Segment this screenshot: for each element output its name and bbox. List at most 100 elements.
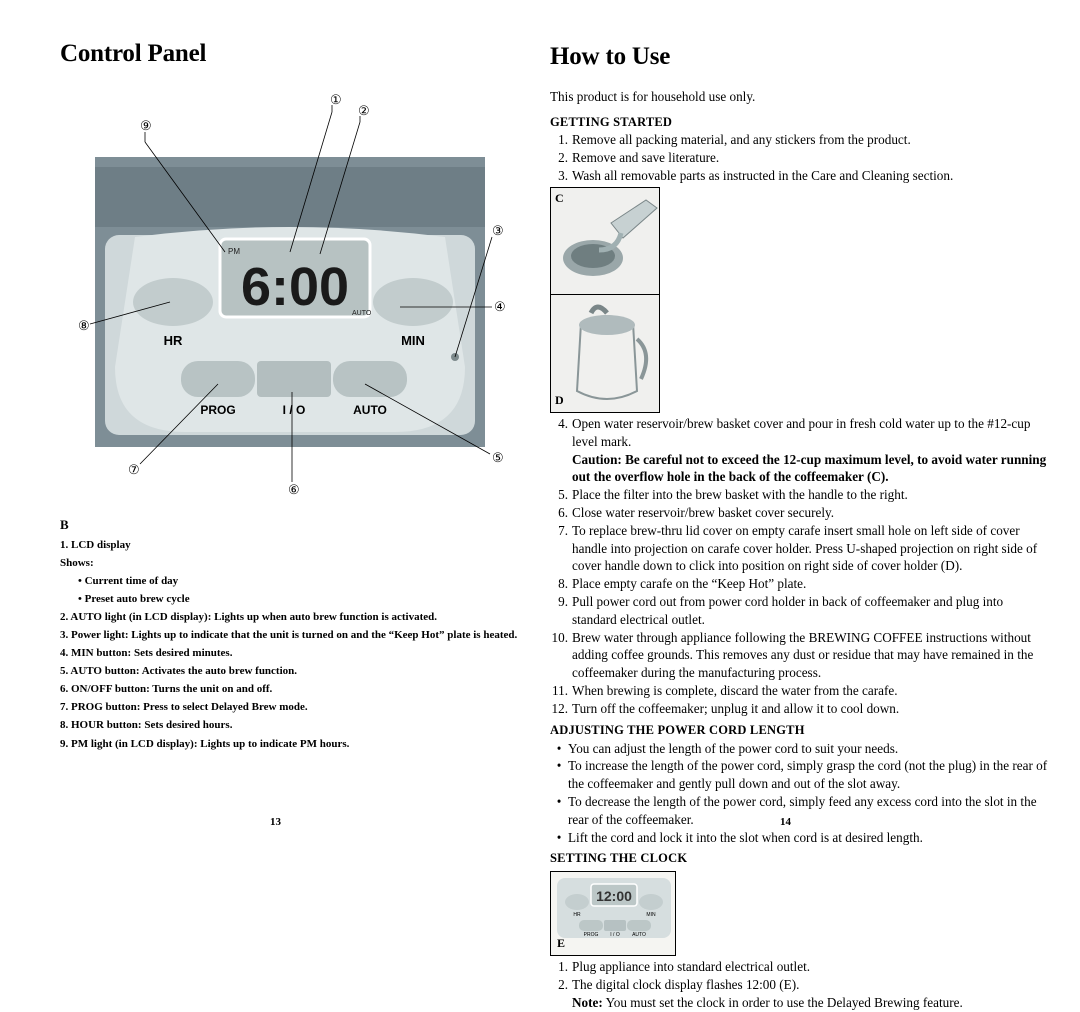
svg-text:I / O: I / O bbox=[610, 932, 620, 938]
callout-1: ① bbox=[330, 92, 342, 107]
step-num: 2. bbox=[550, 149, 572, 167]
getting-started-head: GETTING STARTED bbox=[550, 114, 1050, 131]
how-to-use-title: How to Use bbox=[550, 40, 1050, 74]
step-text: The digital clock display flashes 12:00 … bbox=[572, 976, 1050, 994]
legend-item: 5. AUTO button: Activates the auto brew … bbox=[60, 663, 520, 680]
step-text: Turn off the coffeemaker; unplug it and … bbox=[572, 700, 1050, 718]
steps-1-3: 1.Remove all packing material, and any s… bbox=[550, 131, 1050, 184]
step-text: Wash all removable parts as instructed i… bbox=[572, 167, 1050, 185]
step-num: 7. bbox=[550, 522, 572, 540]
fig-c-svg bbox=[551, 188, 661, 296]
callout-6: ⑥ bbox=[288, 482, 300, 497]
figure-label-d: D bbox=[555, 392, 564, 408]
legend-item: 2. AUTO light (in LCD display): Lights u… bbox=[60, 609, 520, 626]
figure-label-c: C bbox=[555, 190, 564, 206]
step-text: To replace brew-thru lid cover on empty … bbox=[572, 522, 1050, 575]
legend-sub: • Preset auto brew cycle bbox=[60, 591, 520, 608]
step-num: 1. bbox=[550, 131, 572, 149]
page-number-left: 13 bbox=[270, 816, 281, 828]
auto-light: AUTO bbox=[352, 310, 372, 317]
control-panel-title: Control Panel bbox=[60, 40, 520, 68]
fig-e-svg: 12:00 HR MIN PROG I / O AUTO bbox=[551, 872, 677, 957]
step-text: When brewing is complete, discard the wa… bbox=[572, 682, 1050, 700]
step-note: Note: You must set the clock in order to… bbox=[572, 994, 1050, 1012]
step-num: 12. bbox=[550, 700, 572, 718]
svg-text:PROG: PROG bbox=[200, 403, 235, 417]
svg-text:MIN: MIN bbox=[646, 912, 656, 918]
lcd-time: 6:00 bbox=[241, 257, 349, 317]
right-column: How to Use This product is for household… bbox=[550, 40, 1050, 826]
step-num: 4. bbox=[550, 415, 572, 433]
bullet-icon: • bbox=[550, 740, 568, 758]
step-num: 11. bbox=[550, 682, 572, 700]
step-num: 6. bbox=[550, 504, 572, 522]
power-cord-head: ADJUSTING THE POWER CORD LENGTH bbox=[550, 722, 1050, 739]
callout-4: ④ bbox=[494, 299, 506, 314]
panel-svg: PM 6:00 AUTO HR MIN PROG I / O AUTO bbox=[60, 82, 520, 502]
fig-e-time: 12:00 bbox=[596, 888, 632, 904]
step-num: 9. bbox=[550, 593, 572, 611]
step-text: Remove and save literature. bbox=[572, 149, 1050, 167]
left-column: Control Panel PM 6:00 AUTO bbox=[60, 40, 520, 826]
svg-text:AUTO: AUTO bbox=[353, 403, 387, 417]
svg-text:HR: HR bbox=[164, 333, 183, 348]
legend-item: 1. LCD display bbox=[60, 537, 520, 554]
step-num: 1. bbox=[550, 958, 572, 976]
figure-label-b: B bbox=[60, 517, 69, 533]
legend-item: 3. Power light: Lights up to indicate th… bbox=[60, 627, 520, 644]
legend-item: 9. PM light (in LCD display): Lights up … bbox=[60, 736, 520, 753]
power-cord-bullets: •You can adjust the length of the power … bbox=[550, 740, 1050, 847]
control-panel-figure: PM 6:00 AUTO HR MIN PROG I / O AUTO bbox=[60, 82, 520, 502]
step-text: Pull power cord out from power cord hold… bbox=[572, 593, 1050, 629]
pm-light: PM bbox=[228, 247, 240, 256]
legend-list: 1. LCD display Shows: • Current time of … bbox=[60, 537, 520, 754]
steps-9-12: 9.Pull power cord out from power cord ho… bbox=[550, 593, 1050, 718]
callout-9: ⑨ bbox=[140, 118, 152, 133]
figure-e: 12:00 HR MIN PROG I / O AUTO E bbox=[550, 871, 1042, 956]
legend-item: 6. ON/OFF button: Turns the unit on and … bbox=[60, 681, 520, 698]
clock-steps: 1.Plug appliance into standard electrica… bbox=[550, 958, 1050, 1011]
step-text: Plug appliance into standard electrical … bbox=[572, 958, 1050, 976]
bullet-icon: • bbox=[550, 793, 568, 829]
figure-c-d: C D bbox=[550, 187, 1042, 413]
step-num: 3. bbox=[550, 167, 572, 185]
bullet-text: To decrease the length of the power cord… bbox=[568, 793, 1050, 829]
svg-text:MIN: MIN bbox=[401, 333, 425, 348]
legend-sub: • Current time of day bbox=[60, 573, 520, 590]
callout-5: ⑤ bbox=[492, 450, 504, 465]
step-num: 5. bbox=[550, 486, 572, 504]
svg-text:I / O: I / O bbox=[283, 403, 306, 417]
callout-8: ⑧ bbox=[78, 318, 90, 333]
bullet-text: You can adjust the length of the power c… bbox=[568, 740, 1050, 758]
step-num: 2. bbox=[550, 976, 572, 994]
callout-3: ③ bbox=[492, 223, 504, 238]
figure-label-e: E bbox=[557, 935, 565, 951]
step-text: Open water reservoir/brew basket cover a… bbox=[572, 415, 1050, 451]
svg-text:AUTO: AUTO bbox=[632, 932, 646, 938]
step-text: Brew water through appliance following t… bbox=[572, 629, 1050, 682]
legend-shows: Shows: bbox=[60, 555, 520, 572]
setting-clock-head: SETTING THE CLOCK bbox=[550, 850, 1050, 867]
step-caution: Caution: Be careful not to exceed the 12… bbox=[572, 451, 1050, 487]
callout-7: ⑦ bbox=[128, 462, 140, 477]
bullet-icon: • bbox=[550, 757, 568, 793]
callout-2: ② bbox=[358, 103, 370, 118]
fig-d-svg bbox=[551, 295, 661, 413]
page-number-right: 14 bbox=[780, 816, 791, 828]
bullet-text: Lift the cord and lock it into the slot … bbox=[568, 829, 1050, 847]
bullet-icon: • bbox=[550, 829, 568, 847]
page-container: Control Panel PM 6:00 AUTO bbox=[0, 0, 1080, 846]
step-text: Place empty carafe on the “Keep Hot” pla… bbox=[572, 575, 1050, 593]
intro-text: This product is for household use only. bbox=[550, 88, 1050, 106]
legend-item: 4. MIN button: Sets desired minutes. bbox=[60, 645, 520, 662]
legend-item: 8. HOUR button: Sets desired hours. bbox=[60, 717, 520, 734]
step-text: Place the filter into the brew basket wi… bbox=[572, 486, 1050, 504]
svg-text:PROG: PROG bbox=[584, 932, 599, 938]
steps-4-8: 4.Open water reservoir/brew basket cover… bbox=[550, 415, 1050, 593]
bullet-text: To increase the length of the power cord… bbox=[568, 757, 1050, 793]
svg-text:HR: HR bbox=[573, 912, 581, 918]
step-num: 8. bbox=[550, 575, 572, 593]
step-num: 10. bbox=[550, 629, 572, 647]
step-text: Close water reservoir/brew basket cover … bbox=[572, 504, 1050, 522]
legend-item: 7. PROG button: Press to select Delayed … bbox=[60, 699, 520, 716]
